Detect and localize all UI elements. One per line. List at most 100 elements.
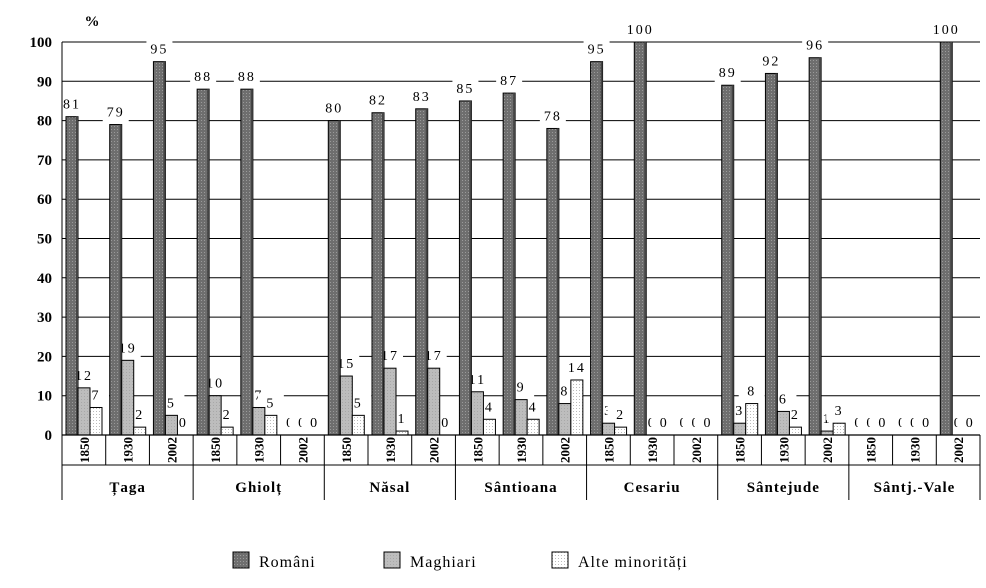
legend-swatch (383, 551, 401, 569)
y-axis-unit: % (85, 14, 100, 30)
group-label: Țaga (109, 480, 146, 496)
bar-edge (469, 100, 472, 435)
x-tick-label: 1850 (339, 437, 354, 463)
data-label: 2 (616, 408, 625, 423)
data-label: 89 (719, 66, 737, 81)
data-label: 82 (369, 94, 387, 109)
data-label: 87 (500, 74, 518, 89)
data-label: 19 (119, 341, 137, 356)
x-tick-label: 1930 (645, 437, 660, 463)
data-label-background (321, 98, 348, 118)
data-label-background (408, 86, 435, 106)
x-tick-label: 1850 (733, 437, 748, 463)
data-label-background (146, 39, 173, 59)
x-tick-label: 1930 (907, 437, 922, 463)
x-tick-label: 1930 (514, 437, 529, 463)
data-label-background (365, 90, 391, 110)
y-tick-label: 10 (37, 389, 52, 405)
data-label: 92 (762, 54, 780, 69)
bar-edge (775, 73, 778, 435)
bar (208, 395, 222, 436)
bar (133, 426, 147, 436)
legend-label: Alte minorități (578, 554, 688, 571)
y-tick-label: 80 (37, 114, 52, 130)
data-label-background (738, 381, 765, 401)
data-label-background (563, 357, 590, 377)
data-label: 96 (806, 39, 824, 54)
bar-edge (76, 116, 78, 436)
bar (745, 403, 759, 436)
y-tick-label: 40 (37, 271, 52, 287)
data-label: 14 (568, 361, 586, 376)
bar (470, 391, 484, 436)
group-label: Ghiolț (235, 480, 282, 496)
bar-edge (731, 85, 734, 435)
bar-edge (513, 93, 516, 435)
data-label: 4 (529, 400, 538, 415)
y-tick-label: 90 (37, 74, 52, 90)
data-label: 10 (206, 377, 224, 392)
legend-swatch (551, 551, 569, 569)
data-label-background (627, 20, 654, 39)
bar-edge (119, 124, 122, 435)
data-label: 5 (167, 396, 176, 411)
x-tick-label: 1930 (121, 437, 136, 463)
x-tick-label: 2002 (951, 437, 966, 463)
data-label-background (826, 401, 853, 421)
bar-edge (556, 128, 559, 435)
data-label-background (607, 405, 634, 425)
data-label: 81 (63, 98, 81, 113)
bar (776, 410, 790, 436)
bar (614, 426, 628, 436)
bar-edge (207, 89, 210, 435)
bar (121, 359, 135, 436)
data-label: 88 (194, 70, 212, 85)
x-tick-label: 2002 (164, 437, 179, 463)
data-label: 2 (223, 408, 232, 423)
y-tick-label: 50 (37, 232, 52, 248)
bar (89, 406, 103, 436)
data-label-background (758, 51, 785, 71)
bar (733, 422, 747, 436)
x-tick-label: 2002 (820, 437, 835, 463)
bar (252, 406, 266, 436)
bar-edge (425, 108, 428, 435)
data-label-background (452, 78, 479, 98)
x-tick-label: 1930 (383, 437, 398, 463)
bar-edge (950, 42, 953, 435)
data-label-background (301, 413, 328, 432)
data-label: 2 (135, 408, 144, 423)
data-label: 6 (779, 392, 788, 407)
legend-swatch (232, 551, 250, 569)
data-label-background (695, 413, 721, 432)
x-tick-label: 1850 (470, 437, 485, 463)
data-label: 9 (517, 381, 526, 396)
x-tick-label: 2002 (558, 437, 573, 463)
group-label: Sântejude (747, 480, 820, 496)
data-label: 95 (588, 43, 606, 58)
data-label-background (539, 106, 566, 126)
data-label: 100 (627, 23, 654, 38)
y-tick-label: 100 (30, 35, 53, 51)
data-label-background (957, 413, 984, 432)
group-label: Sântj.-Vale (874, 480, 956, 496)
y-tick-label: 20 (37, 349, 52, 365)
data-label: 3 (735, 404, 744, 419)
bar (558, 403, 572, 436)
data-label: 78 (544, 109, 562, 124)
x-tick-label: 1850 (601, 437, 616, 463)
y-tick-label: 30 (37, 310, 52, 326)
data-label: 0 (441, 416, 450, 431)
legend: Români Maghiari Alte minorități (232, 551, 688, 571)
data-label-background (651, 413, 678, 432)
data-label: 0 (966, 416, 975, 431)
x-tick-label: 2002 (427, 437, 442, 463)
data-label: 17 (425, 349, 443, 364)
data-label: 5 (354, 396, 363, 411)
data-label: 79 (107, 106, 125, 121)
bar (832, 422, 846, 436)
data-label: 95 (150, 43, 168, 58)
bar-edge (382, 112, 384, 436)
y-tick-label: 60 (37, 192, 52, 208)
bar-edge (600, 61, 603, 436)
